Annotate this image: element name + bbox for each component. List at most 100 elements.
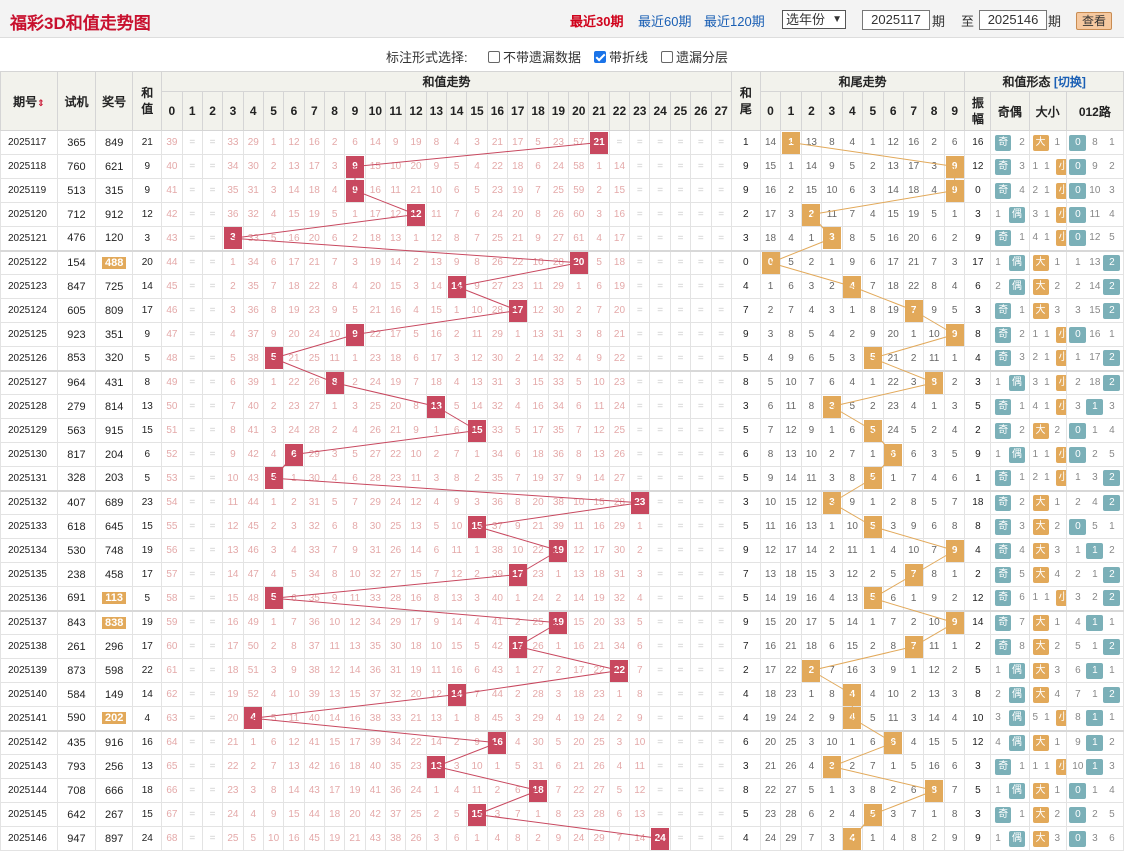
odd-even-cell: 奇31 <box>991 155 1029 179</box>
sum-trend-cell: 10 <box>528 251 548 275</box>
to-period-input[interactable]: 2025146 <box>979 10 1047 30</box>
sum-trend-cell: 29 <box>365 491 385 515</box>
big-small-badge: 小 <box>1056 207 1067 223</box>
sum-cell: 13 <box>133 755 162 779</box>
checkbox-icon[interactable] <box>488 51 500 63</box>
tail-trend-cell: 14 <box>781 467 801 491</box>
period-cell: 2025126 <box>1 347 58 371</box>
sum-cell: 20 <box>133 251 162 275</box>
big-small-cell: 大11 <box>1029 611 1066 635</box>
col-period[interactable]: 期号⇕ <box>1 72 58 131</box>
route-miss: 1 <box>1069 257 1086 268</box>
sum-cell: 4 <box>133 707 162 731</box>
sum-trend-cell: 15 <box>324 731 344 755</box>
checkbox-checked-icon[interactable] <box>594 51 606 63</box>
sum-trend-cell: 21 <box>284 347 304 371</box>
tail-trend-cell: 7 <box>842 203 862 227</box>
sum-trend-cell: 18 <box>365 227 385 251</box>
tail-trend-cell: 2 <box>944 659 965 683</box>
sum-trend-cell: 17 <box>426 347 446 371</box>
tail-cell: 4 <box>731 683 760 707</box>
sum-trend-cell: 18 <box>345 755 365 779</box>
sum-trend-cell: 14 <box>609 155 629 179</box>
sort-icon[interactable]: ⇕ <box>37 98 45 108</box>
tail-trend-cell: 7 <box>903 299 923 323</box>
sum-trend-cell: 1 <box>263 491 283 515</box>
switch-link[interactable]: [切换] <box>1054 75 1086 89</box>
sum-trend-cell: 3 <box>263 539 283 563</box>
tail-trend-cell: 3 <box>781 203 801 227</box>
sum-trend-cell: 63 <box>162 707 182 731</box>
sum-trend-cell: 3 <box>609 731 629 755</box>
tail-trend-cell: 3 <box>883 515 903 539</box>
sum-trend-cell: 17 <box>589 539 609 563</box>
sum-trend-cell: = <box>182 683 202 707</box>
tail-trend-cell: 5 <box>822 611 842 635</box>
tail-trend-cell: 1 <box>842 299 862 323</box>
sum-cell: 16 <box>133 731 162 755</box>
tail-cell: 6 <box>731 443 760 467</box>
tail-trend-cell: 3 <box>801 275 821 299</box>
option-no-missing[interactable]: 不带遗漏数据 <box>488 47 581 66</box>
tail-trend-cell: 8 <box>903 491 923 515</box>
period-cell: 2025125 <box>1 323 58 347</box>
from-period-input[interactable]: 2025117 <box>862 10 930 30</box>
sum-trend-cell: 8 <box>426 587 446 611</box>
sum-trend-cell: = <box>182 563 202 587</box>
sum-trend-cell: 20 <box>569 731 589 755</box>
odd-even-cell: 2偶9 <box>991 683 1029 707</box>
link-recent-60[interactable]: 最近60期 <box>638 11 691 30</box>
odd-even-badge: 偶 <box>1009 687 1025 703</box>
odd-even-cell: 奇21 <box>991 131 1029 155</box>
big-small-miss: 4 <box>1055 689 1061 700</box>
sum-trend-cell: 7 <box>508 467 528 491</box>
sum-trend-cell: 6 <box>528 155 548 179</box>
tail-trend-cell: 1 <box>924 803 944 827</box>
link-recent-30[interactable]: 最近30期 <box>570 11 623 30</box>
sum-trend-cell: = <box>202 635 222 659</box>
sum-trend-cell: 3 <box>243 779 263 803</box>
big-small-badge: 大 <box>1033 567 1049 583</box>
checkbox-icon[interactable] <box>661 51 673 63</box>
odd-even-miss: 2 <box>995 689 1001 700</box>
year-select[interactable]: 选年份▼ <box>782 10 846 29</box>
sum-hit: 14 <box>448 276 466 298</box>
sum-trend-cell: 1 <box>345 347 365 371</box>
option-missing-layer[interactable]: 遗漏分层 <box>661 47 728 66</box>
route-badge: 0 <box>1069 447 1086 463</box>
odd-even-miss: 6 <box>1019 592 1025 603</box>
sum-trend-cell: 6 <box>447 179 467 203</box>
tail-trend-cell: 11 <box>801 467 821 491</box>
tail-trend-cell: 4 <box>944 419 965 443</box>
tail-trend-cell: 24 <box>781 707 801 731</box>
sum-trend-cell: 34 <box>487 443 507 467</box>
tail-trend-cell: 18 <box>883 275 903 299</box>
sum-trend-cell: 26 <box>386 539 406 563</box>
link-recent-120[interactable]: 最近120期 <box>704 11 765 30</box>
amplitude-cell: 10 <box>965 707 991 731</box>
sum-trend-cell: 22 <box>487 155 507 179</box>
col-sum-trend: 和值走势 <box>162 72 732 92</box>
option-polyline[interactable]: 带折线 <box>594 47 648 66</box>
period-cell: 2025143 <box>1 755 58 779</box>
tail-trend-cell: 17 <box>801 611 821 635</box>
sum-trend-cell: 39 <box>243 371 263 395</box>
view-button[interactable]: 查看 <box>1076 12 1112 30</box>
sum-trend-cell: 15 <box>467 515 487 539</box>
period-cell: 2025144 <box>1 779 58 803</box>
odd-even-miss: 1 <box>995 209 1001 220</box>
sum-trend-cell: 24 <box>487 203 507 227</box>
sum-trend-cell: 21 <box>304 251 324 275</box>
sum-trend-cell: 9 <box>508 515 528 539</box>
big-small-miss: 4 <box>1055 569 1061 580</box>
route-badge: 2 <box>1103 687 1120 703</box>
sum-trend-cell: 42 <box>162 203 182 227</box>
tail-trend-cell: 21 <box>760 755 780 779</box>
odd-even-miss: 1 <box>1019 761 1025 772</box>
tail-trend-cell: 6 <box>883 443 903 467</box>
sum-trend-cell: = <box>630 251 650 275</box>
big-small-badge: 小 <box>1056 159 1067 175</box>
